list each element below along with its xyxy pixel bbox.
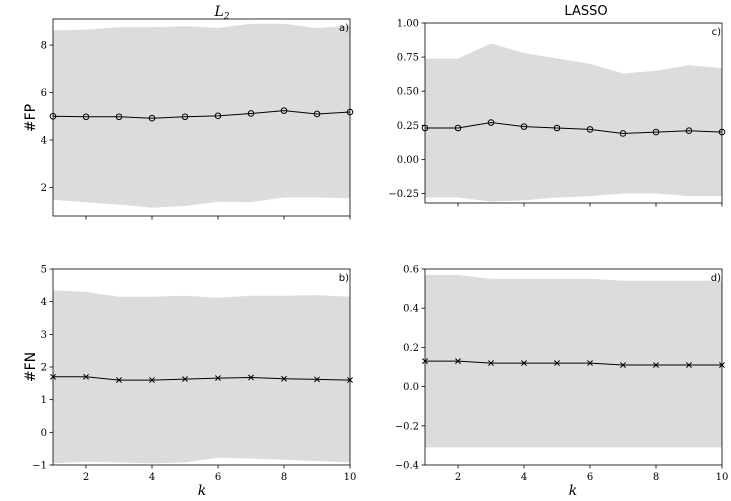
data-point: [280, 107, 288, 114]
data-point: [488, 360, 494, 367]
variability-band: [53, 290, 350, 464]
row-label-fn: #FN: [23, 352, 39, 382]
variability-band: [425, 43, 722, 202]
x-tick-label: 8: [653, 472, 659, 483]
data-point: [182, 376, 188, 383]
series-line: [53, 376, 351, 381]
data-point: [620, 362, 626, 368]
data-point: [313, 110, 321, 118]
data-point: [148, 114, 156, 122]
data-point: [619, 130, 627, 137]
series-line: [425, 360, 722, 366]
data-point: [520, 123, 528, 130]
data-point: [653, 362, 659, 368]
x-tick-label: 2: [455, 472, 461, 483]
column-title-l2: L2: [213, 4, 229, 22]
data-point: [487, 119, 495, 126]
data-point: [248, 374, 254, 381]
y-tick-label: 2: [41, 183, 47, 194]
y-tick-label: 4: [41, 297, 47, 308]
y-tick-label: 0.75: [397, 53, 419, 64]
axes-frame: [424, 22, 723, 204]
data-point: [215, 375, 221, 382]
data-point: [521, 360, 527, 367]
panel-d: 2 4 6 8 10 −0.4 −0.2 0.0 0.2 0.4 0.6 d): [395, 265, 729, 484]
data-point: [554, 360, 560, 367]
x-tick-label: 8: [281, 472, 287, 483]
data-point: [116, 377, 122, 384]
x-tick-label: 4: [521, 472, 527, 483]
y-tick-label: 1.00: [397, 19, 419, 30]
y-tick-label: 0.2: [403, 343, 419, 354]
panel-tag: d): [711, 273, 721, 284]
axes-frame: [52, 18, 351, 217]
y-tick-label: 4: [41, 136, 47, 147]
x-tick-label: 4: [149, 472, 155, 483]
data-point: [214, 112, 222, 120]
y-tick-label: 6: [41, 88, 47, 99]
y-tick-label: 2: [41, 363, 47, 374]
panel-c: −0.25 0.00 0.25 0.50 0.75 1.00 c): [388, 19, 726, 207]
x-axis-label-left: k: [198, 483, 206, 499]
series-line: [52, 110, 351, 119]
x-axis-label-right: k: [569, 483, 577, 499]
axes-frame: [424, 268, 723, 466]
data-point: [686, 362, 692, 368]
y-tick-label: 5: [41, 265, 47, 276]
y-tick-label: 0: [41, 428, 47, 439]
data-point: [314, 376, 320, 383]
panel-a: 2 4 6 8 a): [41, 18, 354, 220]
y-tick-label: 8: [41, 41, 47, 52]
variability-band: [425, 274, 722, 448]
data-point: [115, 113, 123, 121]
y-tick-label: 0.00: [397, 155, 419, 166]
panel-tag: c): [712, 27, 721, 38]
y-tick-label: 0.0: [403, 382, 419, 393]
y-tick-label: −0.4: [395, 461, 419, 472]
data-point: [149, 377, 155, 384]
x-tick-label: 6: [587, 472, 593, 483]
data-point: [553, 124, 561, 132]
data-point: [586, 126, 594, 133]
data-point: [82, 113, 90, 121]
data-point: [587, 360, 593, 367]
data-point: [247, 110, 255, 117]
data-point: [652, 128, 660, 136]
y-tick-label: 1: [41, 395, 47, 406]
data-point: [83, 373, 89, 380]
row-label-fp: #FP: [23, 104, 39, 132]
y-tick-label: −1: [32, 461, 47, 472]
y-tick-label: −0.2: [395, 421, 419, 432]
y-tick-label: 3: [41, 330, 47, 341]
y-tick-label: 0.6: [403, 265, 419, 276]
x-tick-label: 6: [215, 472, 221, 483]
data-point: [455, 358, 461, 365]
series-line: [425, 122, 723, 134]
x-tick-label: 2: [83, 472, 89, 483]
data-point: [181, 113, 189, 121]
panel-b: 2 4 6 8 10 −1 0 1 2 3 4 5 b): [32, 265, 356, 484]
data-point: [685, 127, 693, 135]
panel-tag: b): [339, 273, 349, 284]
x-tick-label: 10: [344, 472, 357, 483]
y-tick-label: −0.25: [388, 189, 419, 200]
y-tick-label: 0.25: [397, 121, 419, 132]
column-title-lasso: LASSO: [564, 4, 607, 19]
data-point: [454, 124, 462, 132]
variability-band: [53, 23, 350, 208]
y-tick-label: 0.50: [397, 87, 419, 98]
x-tick-label: 10: [716, 472, 729, 483]
panel-tag: a): [339, 23, 349, 34]
data-point: [281, 375, 287, 382]
y-tick-label: 0.4: [403, 304, 419, 315]
